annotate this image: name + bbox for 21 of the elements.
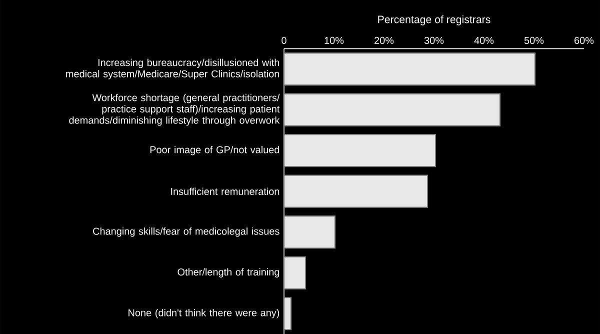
y-tick-label: Changing skills/fear of medicolegal issues <box>93 227 280 237</box>
y-tick-label: Poor image of GP/not valued <box>150 146 280 156</box>
x-tick-label: 10% <box>324 36 344 44</box>
x-axis-title: Percentage of registrars <box>378 15 490 26</box>
y-tick-label: Insufficient remuneration <box>171 188 280 195</box>
x-tick-label: 30% <box>424 36 444 44</box>
x-tick-label: 40% <box>474 36 494 44</box>
bar <box>284 174 428 208</box>
x-tick-label: 0 <box>282 36 286 44</box>
bar <box>284 93 501 126</box>
x-tick-label: 60% <box>574 36 594 44</box>
x-tick-label: 50% <box>524 36 544 44</box>
x-tick-label: 20% <box>374 36 394 44</box>
bar <box>284 256 306 290</box>
y-tick-label: None (didn't think there were any) <box>128 308 280 318</box>
y-tick-label: Increasing bureaucracy/disillusioned with medical system/Medicare/Super Clinics/isolation <box>66 58 280 80</box>
bar <box>284 215 336 248</box>
y-tick-label: Other/length of training <box>178 268 280 278</box>
bar <box>284 52 536 86</box>
bar <box>284 134 436 167</box>
y-tick-label: Workforce shortage (general practitioners/ practice support staff)/increasing patient demands/diminishing lifestyle through overwork <box>69 94 280 126</box>
